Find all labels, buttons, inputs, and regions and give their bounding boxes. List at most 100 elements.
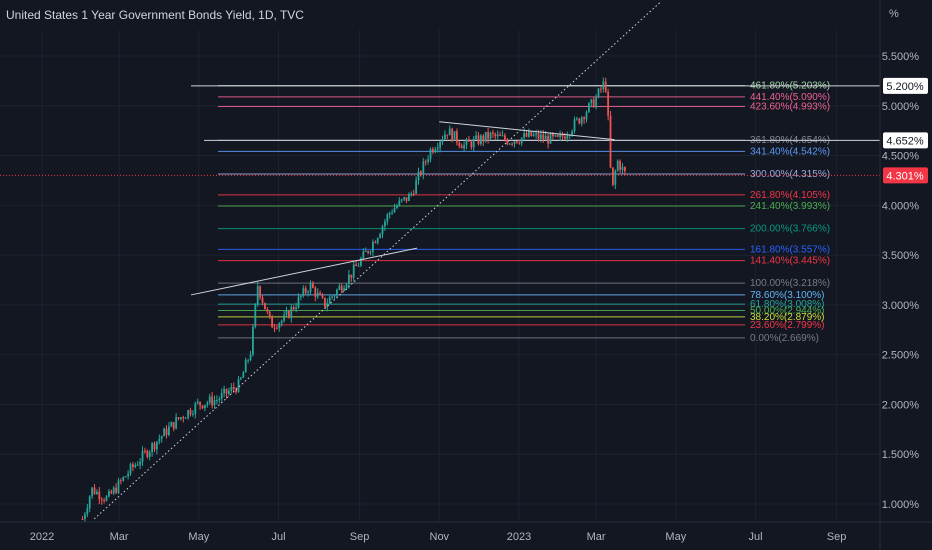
candle-body: [602, 81, 605, 90]
candle-body: [158, 438, 161, 442]
time-tick-label: 2023: [507, 531, 531, 543]
price-label-box: [883, 77, 928, 94]
candle-body: [556, 135, 559, 137]
candle-body: [225, 388, 228, 394]
candle-body: [516, 141, 518, 143]
candle-body: [619, 160, 622, 170]
price-scale-unit: %: [889, 8, 899, 20]
candle-body: [249, 354, 252, 360]
candle-body: [482, 135, 485, 142]
candle-body: [256, 286, 259, 304]
candle-body: [276, 327, 278, 329]
candle-body: [184, 417, 187, 419]
candle-body: [408, 193, 410, 202]
candle-body: [297, 296, 300, 308]
fib-level-label: 441.40%(5.090%): [750, 92, 830, 103]
fib-level-label: 78.60%(3.100%): [750, 290, 825, 301]
candle-body: [336, 289, 338, 296]
fib-level-label: 341.40%(4.542%): [750, 146, 830, 157]
candle-body: [168, 426, 170, 436]
candle-body: [235, 388, 238, 393]
candle-body: [372, 241, 374, 252]
candle-body: [261, 297, 264, 303]
candle-body: [192, 413, 194, 415]
price-tick-label: 1.500%: [882, 449, 920, 461]
candle-body: [136, 464, 139, 466]
candle-body: [525, 133, 528, 137]
candle-body: [139, 461, 142, 465]
price-tick-label: 4.000%: [882, 200, 920, 212]
candle-body: [319, 292, 322, 295]
candle-body: [295, 307, 298, 310]
candle-body: [112, 487, 115, 494]
candle-body: [424, 161, 427, 163]
candle-body: [357, 265, 360, 267]
candle-body: [364, 251, 367, 253]
candle-body: [148, 452, 151, 457]
candle-body: [122, 476, 125, 481]
candle-body: [453, 131, 456, 141]
candle-body: [362, 251, 365, 259]
candle-body: [489, 132, 492, 139]
candle-body: [199, 401, 202, 406]
candle-body: [247, 359, 250, 361]
candle-body: [492, 132, 494, 134]
candle-body: [472, 138, 475, 148]
fib-level-label: 241.40%(3.993%): [750, 201, 830, 212]
fib-level-label: 0.00%(2.669%): [750, 333, 819, 344]
candle-body: [537, 133, 540, 139]
candle-body: [612, 167, 614, 185]
candle-body: [600, 88, 602, 90]
candle-body: [429, 149, 432, 160]
time-tick-label: May: [188, 531, 209, 543]
candle-body: [396, 205, 398, 209]
candle-body: [196, 401, 199, 404]
candle-body: [369, 251, 372, 253]
candle-body: [110, 491, 113, 494]
candle-body: [302, 288, 305, 296]
candle-body: [355, 264, 358, 267]
candle-body: [170, 422, 173, 427]
time-tick-label: Jul: [272, 531, 286, 543]
candle-body: [172, 422, 175, 429]
candle-body: [134, 464, 137, 467]
candle-body: [324, 297, 326, 308]
candle-body: [156, 441, 158, 450]
candle-body: [88, 496, 91, 509]
candle-body: [204, 404, 206, 409]
candle-body: [333, 295, 336, 297]
candle-body: [328, 297, 331, 304]
candle-body: [549, 133, 552, 144]
candle-body: [597, 88, 600, 98]
fib-level-label: 141.40%(3.445%): [750, 256, 830, 267]
candle-body: [441, 139, 444, 142]
time-tick-label: Jul: [749, 531, 763, 543]
candle-body: [621, 167, 624, 170]
candle-body: [580, 117, 583, 124]
candle-body: [326, 303, 329, 308]
candle-body: [273, 327, 276, 329]
fib-level-label: 23.60%(2.799%): [750, 320, 825, 331]
candle-body: [520, 137, 523, 144]
fib-level-label: 300.00%(4.315%): [750, 169, 830, 180]
candle-body: [604, 81, 607, 92]
candle-body: [391, 212, 394, 214]
fib-level-label: 261.80%(4.105%): [750, 190, 830, 201]
candle-body: [321, 294, 324, 298]
price-tick-label: 3.500%: [882, 250, 920, 262]
candle-body: [468, 139, 470, 142]
candle-body: [585, 112, 588, 120]
candle-body: [237, 379, 240, 393]
price-tick-label: 1.000%: [882, 499, 920, 511]
candle-body: [376, 238, 379, 243]
candle-body: [410, 193, 413, 195]
candle-body: [436, 147, 439, 150]
candle-body: [446, 134, 449, 136]
candle-body: [348, 274, 350, 285]
candle-body: [187, 410, 190, 418]
chart-title: United States 1 Year Government Bonds Yi…: [6, 8, 304, 22]
candle-body: [220, 392, 223, 399]
candle-body: [499, 134, 502, 136]
candle-body: [278, 323, 281, 329]
